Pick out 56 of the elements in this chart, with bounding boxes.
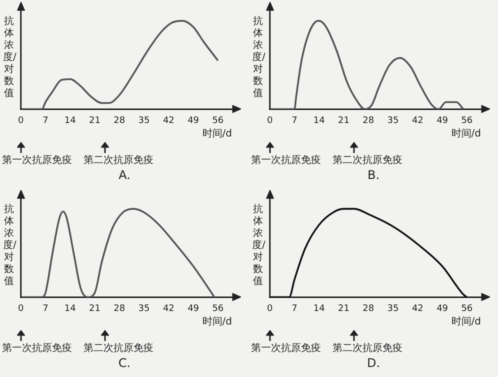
x-tick-label: 56 [212, 304, 224, 314]
x-tick-label: 14 [64, 116, 76, 126]
x-tick-label: 14 [64, 304, 76, 314]
x-tick-label: 0 [266, 304, 273, 314]
text: 第一次抗原免疫 [251, 155, 321, 166]
x-tick-label: 28 [114, 304, 126, 314]
x-tick-label: 56 [461, 304, 473, 314]
x-tick-label: 7 [292, 116, 298, 126]
y-axis-title: 抗体浓度/对数值 [252, 204, 266, 288]
x-tick-label: 21 [89, 304, 100, 314]
text: C. [117, 356, 132, 370]
x-tick-label: 28 [362, 304, 374, 314]
x-axis-title: 时间/d [202, 316, 232, 328]
x-tick-label: 0 [18, 116, 24, 126]
text: 第一次抗原免疫 [251, 343, 321, 354]
text: 第二次抗原免疫 [83, 155, 154, 166]
x-tick-label: 7 [42, 116, 48, 126]
x-tick-label: 42 [162, 304, 174, 314]
text: 第二次抗原免疫 [332, 343, 402, 354]
y-axis-title: 抗体浓度/对数值 [3, 16, 16, 100]
x-tick-label: 35 [387, 304, 399, 314]
x-tick-label: 42 [412, 304, 424, 314]
x-tick-label: 49 [436, 116, 448, 126]
x-tick-label: 49 [436, 304, 448, 314]
text: 第一次抗原免疫 [2, 155, 72, 166]
x-tick-label: 56 [212, 116, 224, 126]
x-tick-label: 21 [338, 116, 350, 126]
y-axis-title: 抗体浓度/对数值 [252, 16, 266, 100]
x-axis-title: 时间/d [451, 316, 481, 328]
x-tick-label: 7 [42, 304, 48, 314]
text: A. [118, 168, 132, 182]
x-tick-label: 7 [292, 304, 298, 314]
text: B. [366, 168, 381, 182]
x-axis-title: 时间/d [202, 128, 232, 140]
x-tick-label: 14 [313, 304, 326, 314]
x-tick-label: 14 [313, 116, 326, 126]
text: 第二次抗原免疫 [83, 343, 154, 354]
text: 第二次抗原免疫 [332, 155, 402, 166]
x-tick-label: 21 [338, 304, 350, 314]
x-tick-label: 28 [114, 116, 126, 126]
x-tick-label: 49 [188, 304, 200, 314]
x-axis-title: 时间/d [451, 128, 481, 140]
text: D. [366, 356, 382, 370]
x-tick-label: 0 [18, 304, 24, 314]
x-tick-label: 56 [461, 116, 473, 126]
y-axis-title: 抗体浓度/对数值 [3, 204, 16, 288]
x-tick-label: 35 [138, 116, 150, 126]
x-tick-label: 49 [188, 116, 200, 126]
x-tick-label: 0 [266, 116, 273, 126]
x-tick-label: 35 [387, 116, 399, 126]
x-tick-label: 42 [412, 116, 424, 126]
x-tick-label: 42 [162, 116, 174, 126]
text: 第一次抗原免疫 [2, 343, 72, 354]
x-tick-label: 21 [89, 116, 100, 126]
x-tick-label: 35 [138, 304, 150, 314]
x-tick-label: 28 [362, 116, 374, 126]
